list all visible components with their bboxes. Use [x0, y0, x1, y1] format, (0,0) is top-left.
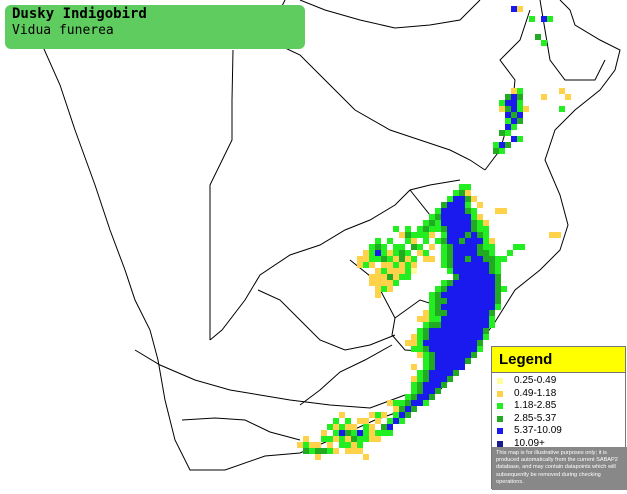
- legend-item: 1.18-2.85: [492, 400, 625, 413]
- botswana-sa-border: [209, 179, 461, 341]
- malawi-border: [539, 0, 606, 81]
- species-title-box: Dusky Indigobird Vidua funerea: [5, 5, 305, 49]
- legend-item: 0.49-1.18: [492, 388, 625, 401]
- province-border-1: [257, 289, 396, 351]
- legend-item-label: 10.09+: [514, 437, 545, 449]
- namibia-botswana-border: [209, 49, 234, 340]
- legend-header: Legend: [492, 347, 625, 373]
- province-border-7: [181, 417, 301, 441]
- province-border-3: [134, 349, 406, 409]
- species-common-name: Dusky Indigobird: [12, 6, 147, 22]
- legend-swatch: [497, 415, 503, 422]
- legend-item-label: 5.37-10.09: [514, 425, 562, 436]
- legend-swatch: [497, 403, 503, 409]
- zimbabwe-border: [261, 36, 486, 171]
- legend-item-label: 0.49-1.18: [514, 387, 557, 399]
- zambia-border: [299, 0, 481, 29]
- legend-swatch: [497, 428, 503, 434]
- legend-rows: 0.25-0.49 0.49-1.18 1.18-2.85 2.85-5.37 …: [492, 373, 625, 450]
- legend-item: 0.25-0.49: [492, 375, 625, 388]
- legend-item-label: 0.25-0.49: [514, 375, 557, 386]
- legend-swatch: [497, 378, 503, 384]
- legend-item: 10.09+: [492, 438, 625, 451]
- legend-item-label: 1.18-2.85: [514, 400, 557, 411]
- legend-item: 5.37-10.09: [492, 425, 625, 438]
- legend-item-label: 2.85-5.37: [514, 412, 557, 424]
- legend-panel: Legend 0.25-0.49 0.49-1.18 1.18-2.85 2.8…: [491, 346, 627, 490]
- legend-title: Legend: [499, 351, 553, 368]
- province-border-4: [299, 344, 393, 406]
- species-scientific-name: Vidua funerea: [12, 23, 114, 38]
- legend-swatch: [497, 390, 503, 397]
- distribution-grid: [297, 6, 571, 460]
- legend-item: 2.85-5.37: [492, 413, 625, 426]
- legend-disclaimer: This map is for illustrative purposes on…: [492, 447, 627, 490]
- legend-swatch: [497, 440, 503, 447]
